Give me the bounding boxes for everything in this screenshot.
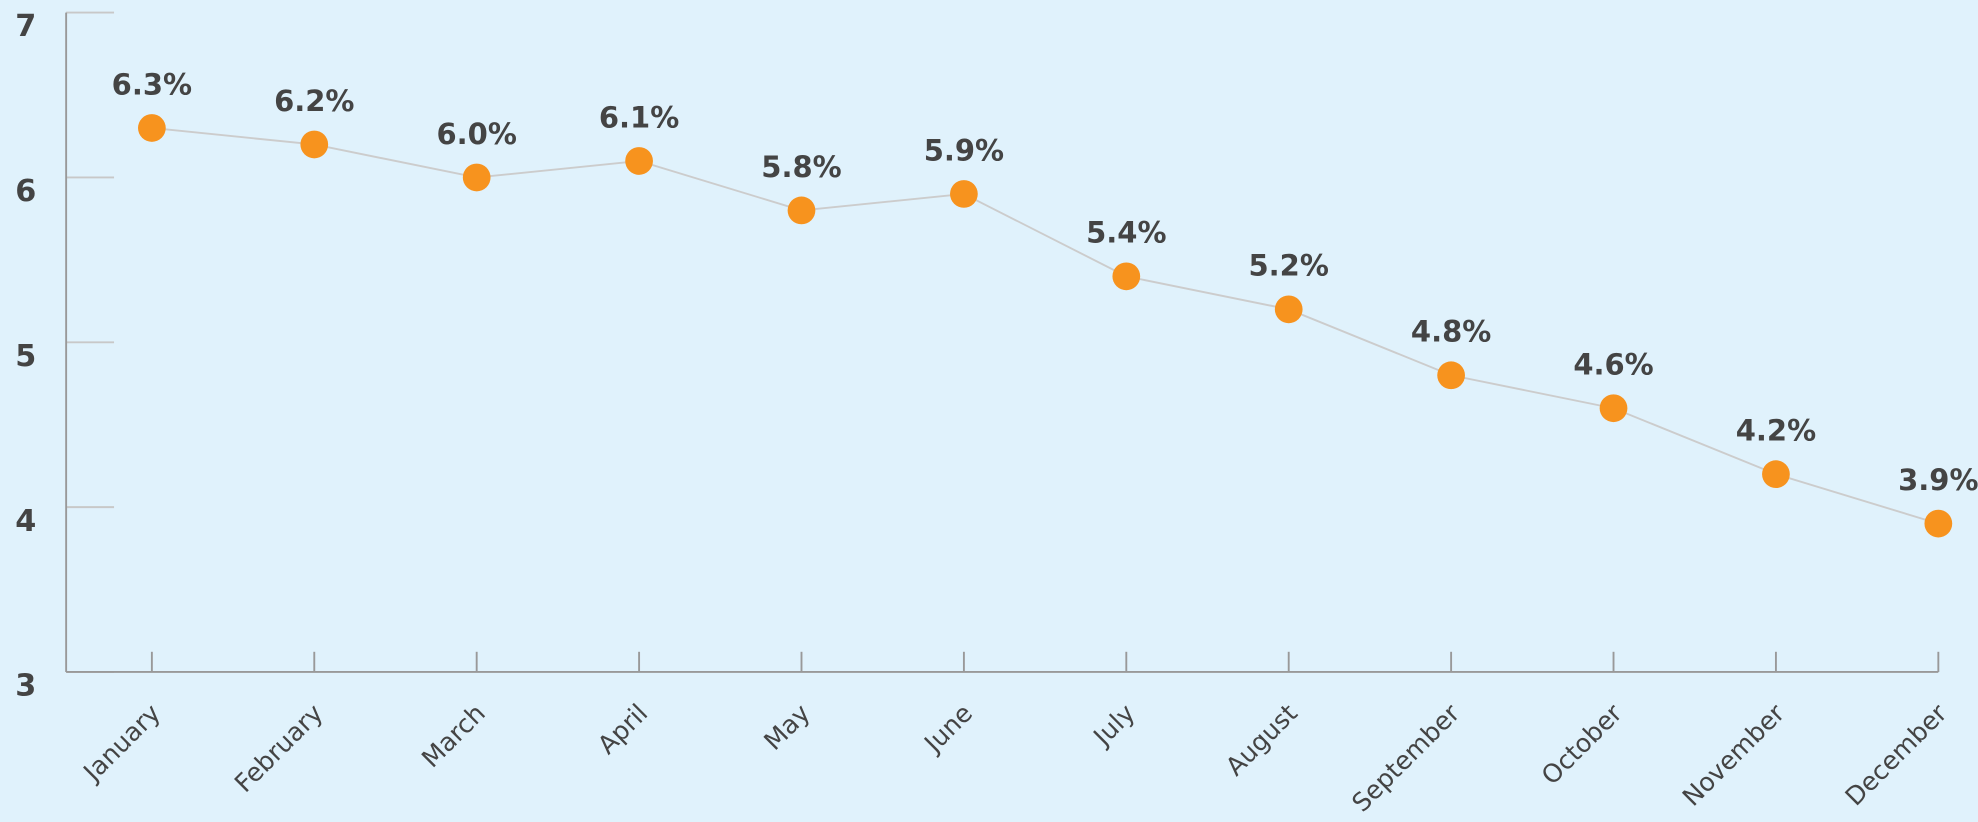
data-label: 5.4%	[1086, 216, 1166, 250]
y-tick-label: 4	[15, 504, 36, 539]
point	[1437, 361, 1465, 390]
y-tick-label: 6	[15, 174, 36, 209]
x-tick-label: September	[1346, 698, 1465, 817]
data-label: 6.2%	[274, 84, 354, 118]
x-tick-label: January	[77, 698, 167, 788]
point	[1762, 460, 1790, 489]
point	[1112, 262, 1141, 291]
x-tick-label: June	[917, 698, 978, 759]
x-tick-label: August	[1220, 698, 1303, 781]
point	[300, 130, 329, 159]
data-label: 6.1%	[599, 100, 679, 134]
x-tick-label: October	[1536, 698, 1628, 790]
data-label: 5.2%	[1249, 249, 1329, 283]
x-tick-label: March	[416, 698, 491, 773]
point	[1924, 509, 1953, 538]
data-label: 6.0%	[436, 117, 516, 151]
data-label: 5.9%	[924, 133, 1004, 167]
point	[1599, 394, 1628, 423]
data-label: 4.2%	[1736, 414, 1816, 448]
point	[787, 196, 816, 225]
data-label: 3.9%	[1898, 463, 1978, 497]
point	[462, 163, 491, 192]
data-label: 4.6%	[1573, 348, 1653, 382]
line	[151, 127, 1939, 525]
point	[1274, 295, 1303, 324]
x-tick-label: April	[592, 698, 653, 759]
x-tick-label: December	[1840, 698, 1953, 811]
data-label: 5.8%	[761, 150, 841, 184]
x-tick-label: May	[758, 698, 815, 755]
data-label: 6.3%	[112, 67, 192, 101]
x-tick-label: February	[229, 698, 329, 798]
point	[950, 180, 978, 208]
point	[625, 147, 653, 175]
y-tick-label: 5	[15, 339, 36, 374]
point	[138, 114, 166, 142]
y-tick-label: 7	[15, 9, 36, 44]
x-tick-label: July	[1087, 698, 1141, 752]
y-tick-label: 3	[15, 669, 36, 704]
x-tick-label: November	[1677, 698, 1791, 812]
data-label: 4.8%	[1411, 315, 1491, 349]
